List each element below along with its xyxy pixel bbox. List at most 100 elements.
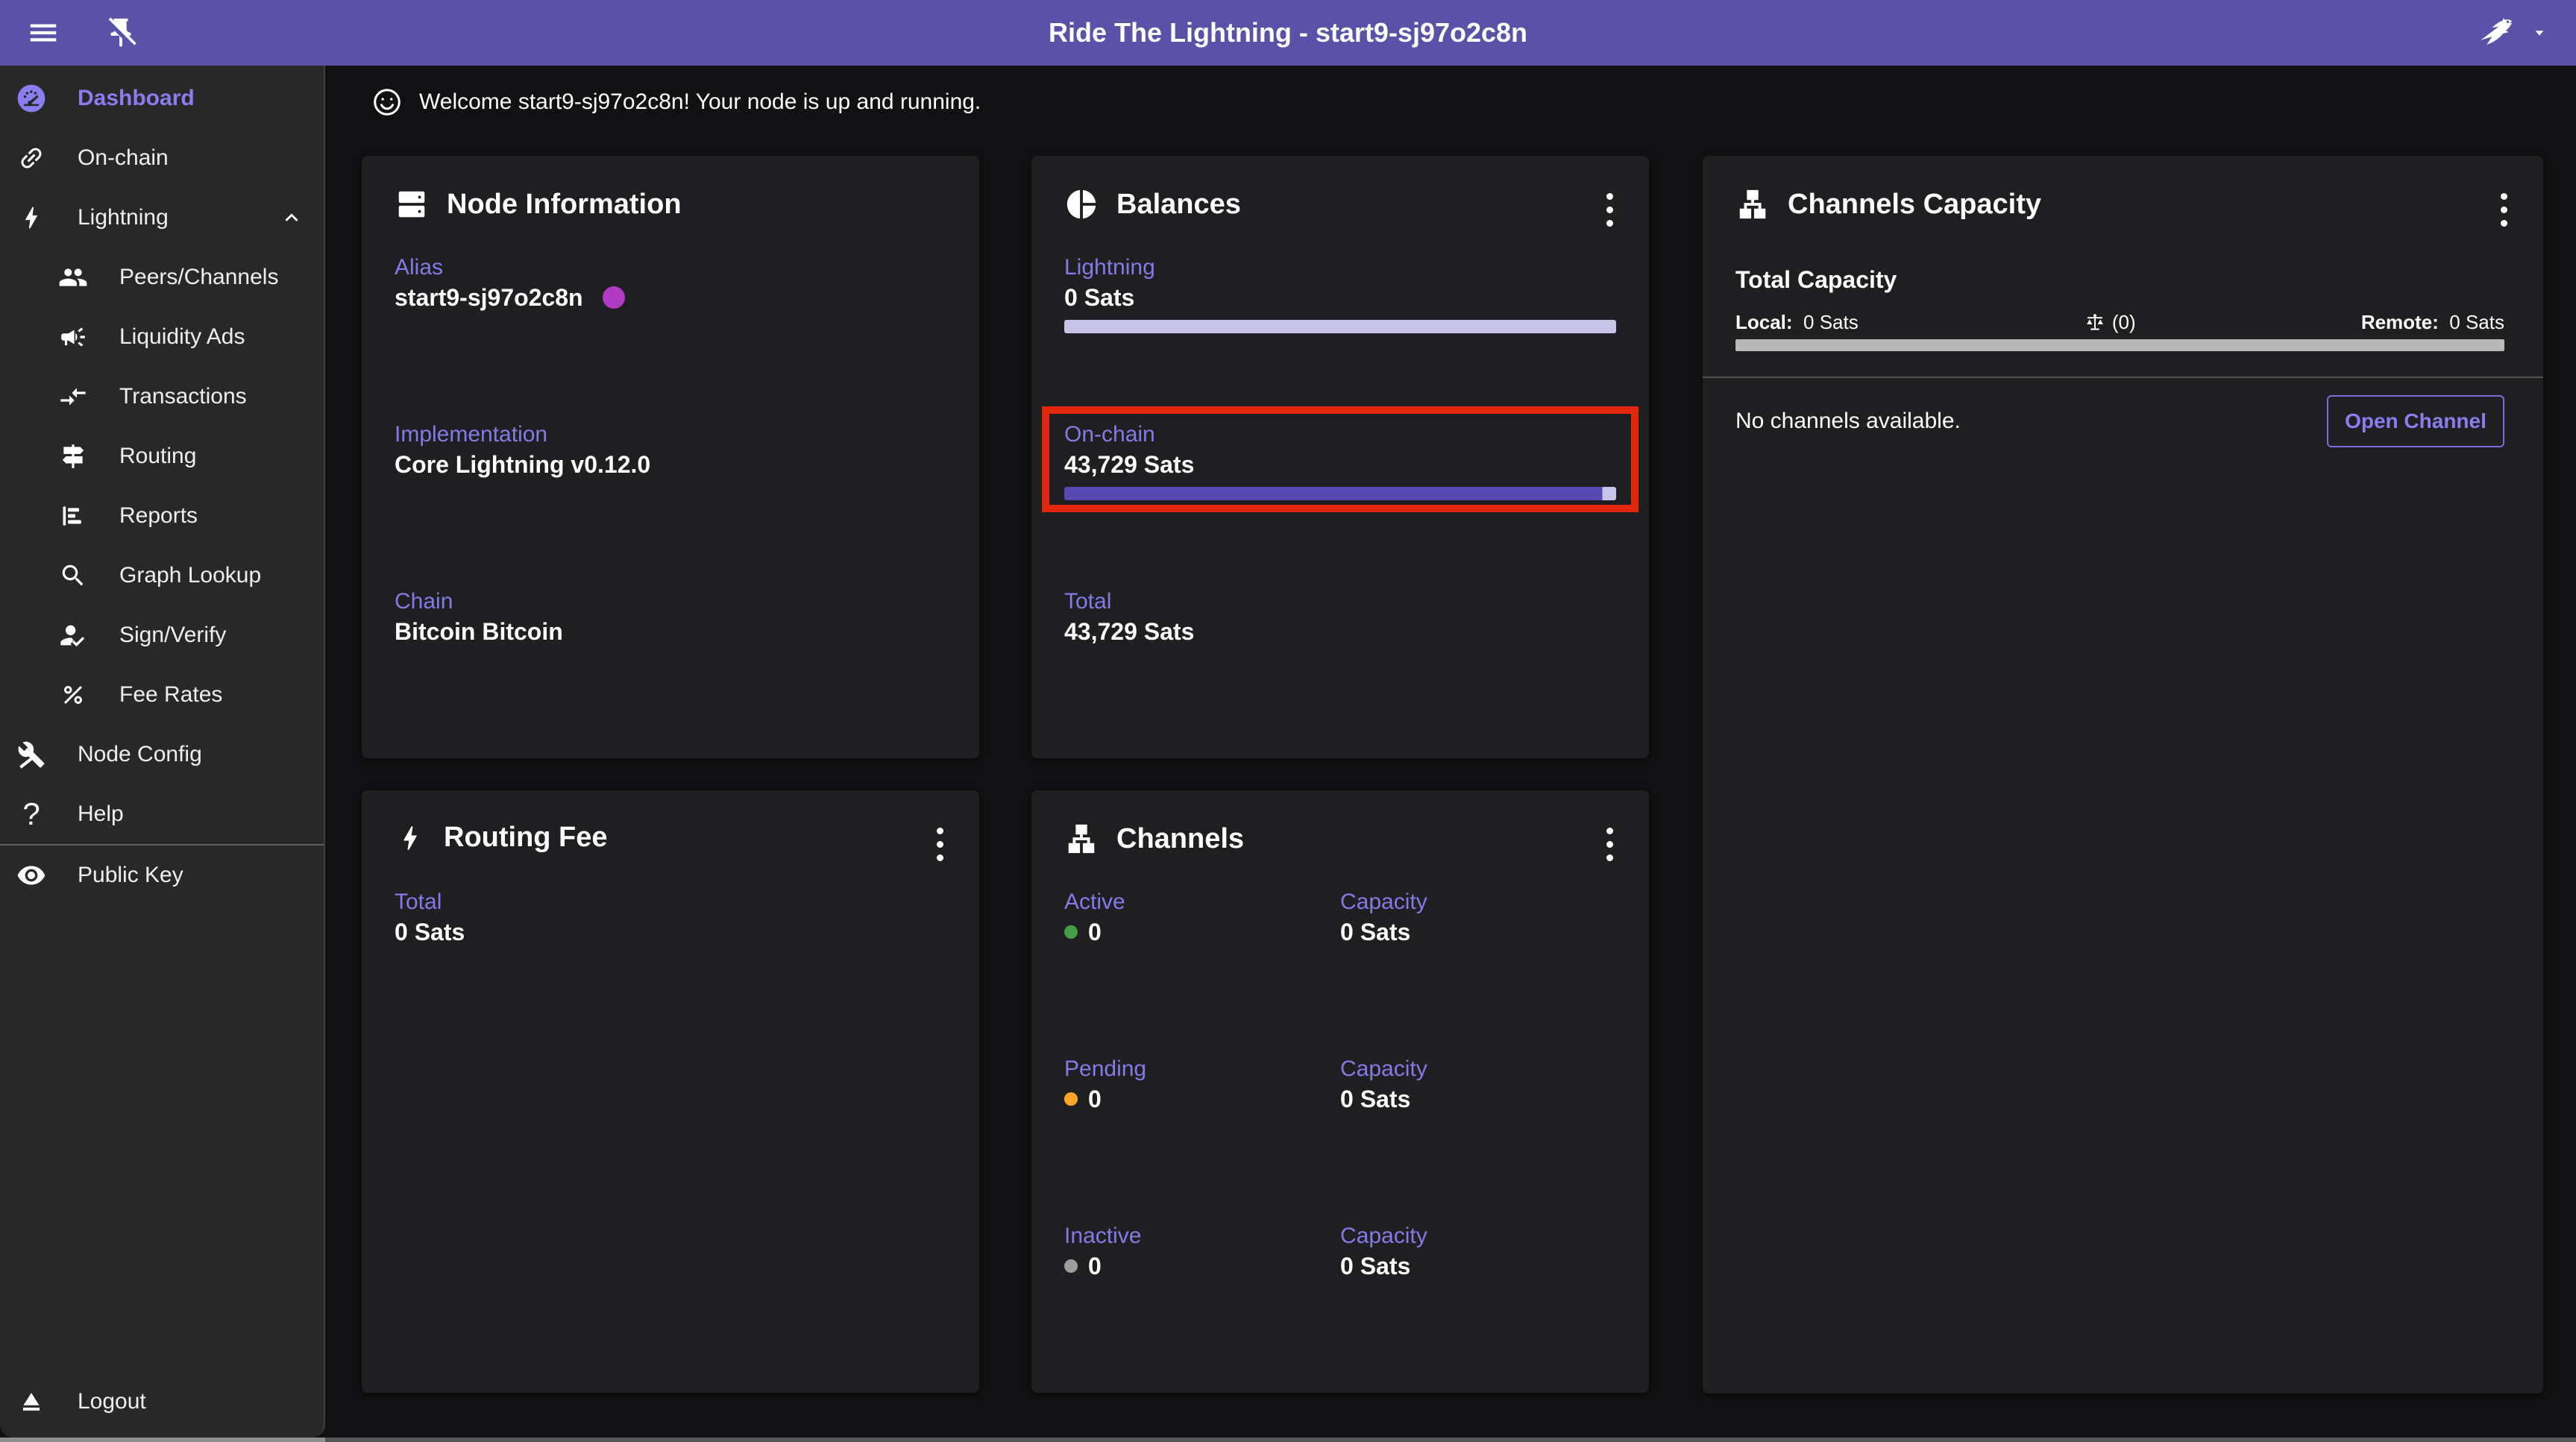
card-title: Node Information — [447, 188, 682, 220]
top-app-bar: Ride The Lightning - start9-sj97o2c8n — [0, 0, 2576, 66]
active-status-dot — [1064, 925, 1078, 939]
active-capacity: Capacity 0 Sats — [1340, 889, 1427, 947]
no-channels-text: No channels available. — [1735, 409, 1961, 433]
balances-card: Balances Lightning 0 Sats On-chain 43,72… — [1031, 156, 1649, 758]
pie-chart-icon — [1064, 187, 1099, 221]
routing-fee-card: Routing Fee Total 0 Sats — [362, 790, 979, 1393]
active-channels: Active 0 — [1064, 889, 1125, 947]
local-capacity: Local: 0 Sats — [1735, 311, 1859, 333]
sidebar-item-onchain[interactable]: On-chain — [0, 128, 324, 188]
more-options-icon[interactable] — [934, 825, 946, 864]
node-information-card: Node Information Alias start9-sj97o2c8n … — [362, 156, 979, 758]
lightning-balance: Lightning 0 Sats — [1064, 254, 1616, 333]
search-icon — [58, 561, 88, 590]
sidebar-item-dashboard[interactable]: Dashboard — [0, 69, 324, 128]
welcome-text: Welcome start9-sj97o2c8n! Your node is u… — [419, 89, 981, 114]
question-mark-icon: ? — [22, 796, 40, 831]
alias-value: start9-sj97o2c8n — [395, 284, 583, 311]
sidebar-item-label: Dashboard — [78, 86, 195, 110]
horizontal-scrollbar[interactable] — [0, 1438, 2576, 1442]
sidebar-item-peers-channels[interactable]: Peers/Channels — [0, 248, 324, 307]
implementation-field: Implementation Core Lightning v0.12.0 — [395, 421, 650, 479]
signpost-icon — [58, 442, 88, 470]
sidebar-item-label: Public Key — [78, 863, 183, 887]
sidebar-item-lightning[interactable]: Lightning — [0, 188, 324, 248]
pending-channels: Pending 0 — [1064, 1056, 1146, 1114]
sidebar-item-public-key[interactable]: Public Key — [0, 846, 324, 905]
inactive-label: Inactive — [1064, 1224, 1142, 1248]
alias-field: Alias start9-sj97o2c8n — [395, 254, 625, 312]
sidebar-item-label: Transactions — [119, 384, 247, 409]
hamburger-menu-icon[interactable] — [25, 15, 61, 51]
sidebar-item-label: Peers/Channels — [119, 265, 279, 289]
report-chart-icon — [58, 502, 88, 530]
eject-icon — [16, 1388, 46, 1416]
capacity-row: Local: 0 Sats (0) Remote: 0 Sats — [1735, 311, 2504, 334]
lightning-balance-value: 0 Sats — [1064, 284, 1135, 311]
peers-group-icon — [58, 262, 88, 292]
routing-fee-total-value: 0 Sats — [395, 919, 465, 945]
card-divider — [1703, 377, 2543, 378]
routing-fee-total: Total 0 Sats — [395, 889, 465, 947]
horse-lightning-logo-icon — [2473, 13, 2518, 52]
more-options-icon[interactable] — [1603, 190, 1616, 230]
chevron-down-icon — [2530, 23, 2549, 42]
total-balance: Total 43,729 Sats — [1064, 588, 1194, 646]
balance-scale-icon — [2084, 312, 2106, 334]
swap-arrows-icon — [58, 382, 88, 412]
account-menu[interactable] — [2473, 0, 2549, 66]
sidebar-item-fee-rates[interactable]: Fee Rates — [0, 665, 324, 725]
sidebar-item-transactions[interactable]: Transactions — [0, 367, 324, 426]
sidebar-item-label: Help — [78, 802, 124, 826]
channels-card: Channels Active 0 Capacity 0 Sats Pendin… — [1031, 790, 1649, 1393]
onchain-balance-bar — [1064, 487, 1616, 500]
more-options-icon[interactable] — [2498, 190, 2510, 230]
capacity-label: Capacity — [1340, 1224, 1427, 1248]
sidebar-item-label: Graph Lookup — [119, 563, 262, 588]
sidebar-item-graph-lookup[interactable]: Graph Lookup — [0, 546, 324, 605]
lightning-balance-label: Lightning — [1064, 255, 1155, 280]
routing-fee-total-label: Total — [395, 890, 442, 914]
onchain-balance: On-chain 43,729 Sats — [1064, 421, 1616, 500]
pending-capacity: Capacity 0 Sats — [1340, 1056, 1427, 1114]
lightning-bolt-icon — [16, 204, 46, 232]
percent-icon — [58, 681, 88, 708]
node-color-dot — [602, 286, 625, 309]
card-title: Routing Fee — [444, 822, 608, 853]
balance-indicator: (0) — [2084, 311, 2136, 334]
total-balance-label: Total — [1064, 589, 1112, 614]
pending-status-dot — [1064, 1092, 1078, 1106]
more-options-icon[interactable] — [1603, 825, 1616, 864]
megaphone-icon — [58, 323, 88, 351]
eye-icon — [16, 860, 46, 890]
sidebar-item-reports[interactable]: Reports — [0, 486, 324, 546]
pending-count: 0 — [1088, 1086, 1102, 1112]
inactive-capacity: Capacity 0 Sats — [1340, 1223, 1427, 1281]
sidebar-item-liquidity-ads[interactable]: Liquidity Ads — [0, 307, 324, 367]
sidebar-item-sign-verify[interactable]: Sign/Verify — [0, 605, 324, 665]
capacity-value: 0 Sats — [1340, 919, 1411, 945]
sidebar-item-label: Routing — [119, 444, 197, 468]
implementation-label: Implementation — [395, 422, 548, 447]
open-channel-button[interactable]: Open Channel — [2327, 395, 2504, 447]
total-balance-value: 43,729 Sats — [1064, 618, 1195, 645]
onchain-balance-label: On-chain — [1064, 422, 1155, 447]
card-title: Balances — [1116, 188, 1241, 220]
chain-field: Chain Bitcoin Bitcoin — [395, 588, 563, 646]
network-hub-icon — [1735, 187, 1770, 221]
channels-capacity-card: Channels Capacity Total Capacity Local: … — [1703, 156, 2543, 1394]
pending-label: Pending — [1064, 1057, 1147, 1081]
lightning-bolt-icon — [395, 822, 426, 854]
lightning-balance-bar — [1064, 320, 1616, 333]
capacity-label: Capacity — [1340, 1057, 1427, 1081]
sidebar-item-node-config[interactable]: Node Config — [0, 725, 324, 784]
sidebar-item-label: Liquidity Ads — [119, 324, 245, 349]
sidebar-item-label: On-chain — [78, 145, 169, 170]
pin-off-icon[interactable] — [103, 15, 139, 51]
sidebar-item-logout[interactable]: Logout — [0, 1372, 324, 1432]
sidebar-item-label: Sign/Verify — [119, 623, 227, 647]
sidebar-item-help[interactable]: ? Help — [0, 784, 324, 844]
inactive-channels: Inactive 0 — [1064, 1223, 1141, 1281]
server-dns-icon — [395, 187, 429, 221]
sidebar-item-routing[interactable]: Routing — [0, 426, 324, 486]
